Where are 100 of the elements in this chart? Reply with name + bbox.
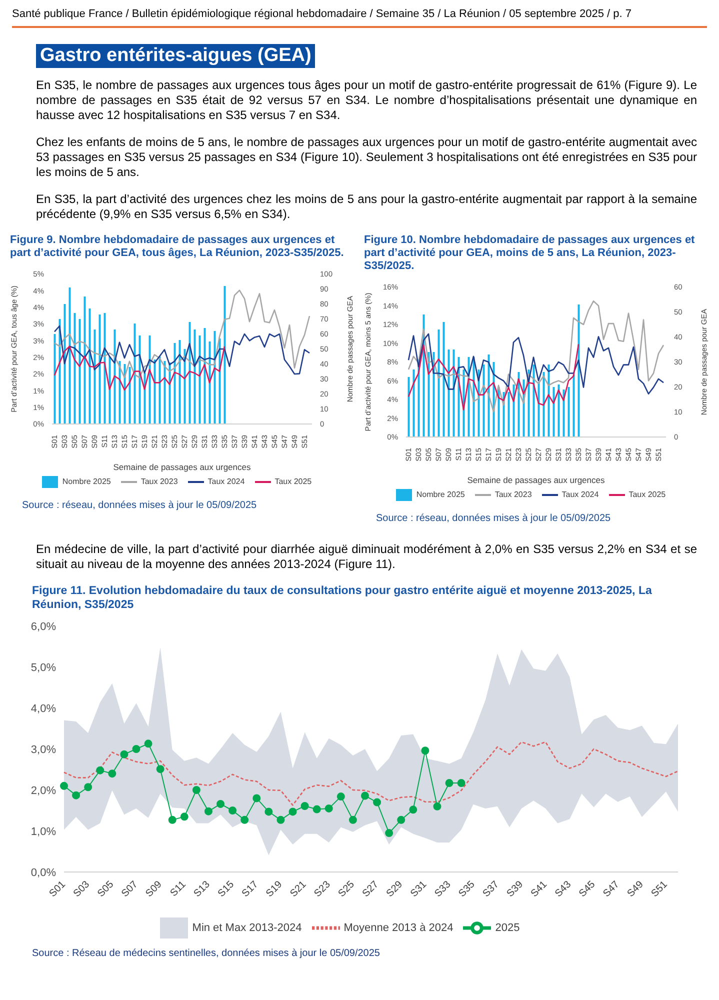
text: Chez les enfants de moins de 5 ans, le nombre de passages aux urgences pour un motif de gastro-entérite augmentait avec 53 passages en S35 versus 25 passages en S34 (Figure 10). Seulement 3 hospitalisations ont été enregistrées en S35 pour les moins de 5 ans. [36, 135, 697, 179]
text: Gastro entérites-aigues (GEA) [40, 45, 312, 66]
bar [198, 336, 201, 424]
x-tick-label: S39 [505, 878, 526, 900]
point [409, 806, 418, 814]
bar [578, 304, 580, 437]
x-tick-label: S21 [288, 878, 309, 900]
source-note: Source : Réseau de médecins sentinelles, données mises à jour le 05/09/2025 [32, 948, 380, 959]
point [373, 798, 382, 806]
point [180, 812, 188, 821]
legend-label: Taux 2025 [274, 477, 312, 486]
point [60, 782, 68, 790]
point [96, 766, 104, 774]
bar [194, 330, 196, 424]
bar [88, 308, 91, 424]
legend-label: Taux 2024 [562, 490, 599, 500]
point [132, 745, 140, 753]
x-tick-label: S37 [480, 878, 502, 900]
bar [118, 361, 121, 424]
bar [158, 356, 161, 424]
x-tick-label: S09 [144, 878, 165, 900]
point [168, 816, 176, 824]
point [397, 816, 406, 824]
bar [412, 370, 415, 437]
point [433, 802, 442, 810]
point [276, 816, 285, 824]
source-note: Source : réseau, données mises à jour le 05/09/2025 [376, 513, 611, 524]
point [348, 816, 357, 824]
text: Santé publique France / Bulletin épidémiologique régional hebdomadaire / Semaine 35 / La Réunion / 05 septembre 2025 / p. 7 [12, 8, 632, 20]
x-tick-label: S49 [625, 878, 646, 900]
x-tick-label: S19 [264, 878, 285, 900]
bar [178, 340, 181, 424]
legend-label: Taux 2025 [628, 490, 666, 500]
legend-label: Nombre 2025 [416, 490, 465, 500]
x-tick-label: S47 [601, 878, 622, 900]
point [240, 816, 249, 824]
chart-title: Figure 11. Evolution hebdomadaire du taux de consultations pour gastro entérite aiguë et moyenne 2013-2025, La Réunion, S35/2025 [32, 585, 652, 611]
legend-label: Min et Max 2013-2024 [192, 922, 302, 934]
legend-label: Taux 2024 [208, 477, 245, 486]
y-tick-label: 5,0% [30, 662, 56, 674]
bar [218, 338, 221, 424]
line-series [408, 333, 664, 395]
point [144, 740, 152, 748]
y-tick-label: 6,0% [30, 620, 56, 633]
text: En S35, le nombre de passages aux urgences tous âges pour un motif de gastro-entérite progressait de 61% (Figure 9). Le nombre de passages en S35 était de 92 versus 57 en S34. Le nombre d’hospitalisations présentait une dynamique en hausse avec 12 hospitalisations en S35 versus 7 en S34. [36, 78, 697, 122]
bar [538, 382, 540, 437]
x-tick-label: S03 [72, 878, 92, 900]
bar [442, 322, 445, 437]
x-tick-label: S29 [384, 878, 406, 900]
point [300, 802, 309, 810]
legend-label: Taux 2023 [140, 477, 178, 486]
bar [74, 313, 76, 424]
chart-title: Figure 9. Nombre hebdomadaire de passages aux urgences et part d’activité pour GEA, tous âges, La Réunion, 2023-S35/2025. [10, 234, 344, 259]
bar [552, 387, 555, 437]
point [228, 806, 237, 814]
x-tick-label: S15 [216, 878, 237, 900]
bar [164, 361, 166, 424]
point [336, 792, 345, 801]
point [288, 808, 297, 816]
bar [174, 343, 176, 424]
x-tick-label: S13 [192, 878, 213, 900]
legend-label: Taux 2023 [494, 490, 532, 500]
bar [68, 288, 71, 424]
y-tick-label: 1,0% [30, 826, 56, 838]
y-tick-label: 4,0% [30, 702, 56, 715]
x-tick-label: S11 [168, 878, 189, 899]
bar [148, 336, 151, 424]
point [385, 829, 394, 838]
bar [208, 342, 211, 424]
bar [448, 350, 450, 437]
line-series [54, 346, 226, 391]
bar [542, 372, 545, 437]
x-axis-title: Semaine de passages aux urgences [113, 462, 251, 472]
point [312, 805, 321, 814]
bar [128, 367, 131, 424]
bar [84, 296, 86, 424]
legend-label: Moyenne 2013 à 2024 [344, 922, 454, 934]
y-tick-label: 2,0% [30, 784, 56, 797]
point [421, 746, 430, 755]
point [156, 765, 164, 774]
bar [184, 349, 186, 424]
bar [54, 334, 56, 424]
x-tick-label: S23 [312, 878, 334, 900]
chart-title: Figure 10. Nombre hebdomadaire de passages aux urgences et part d’activité pour GEA, moins de 5 ans, La Réunion, 2023-S35/2025. [364, 234, 695, 272]
bar [408, 377, 410, 437]
point [120, 750, 128, 758]
legend-label: 2025 [495, 922, 520, 934]
x-tick-label: S01 [48, 878, 68, 900]
bar [134, 324, 136, 424]
bar [428, 352, 430, 437]
bar [204, 328, 206, 424]
bar [568, 387, 570, 437]
x-tick-label: S07 [120, 878, 140, 900]
bar [438, 330, 440, 437]
line-series [54, 325, 310, 375]
line-series [54, 290, 310, 378]
x-tick-label: S35 [456, 878, 478, 900]
x-tick-label: S31 [408, 878, 430, 900]
x-tick-label: S05 [96, 878, 116, 900]
x-tick-label: S43 [553, 878, 574, 900]
